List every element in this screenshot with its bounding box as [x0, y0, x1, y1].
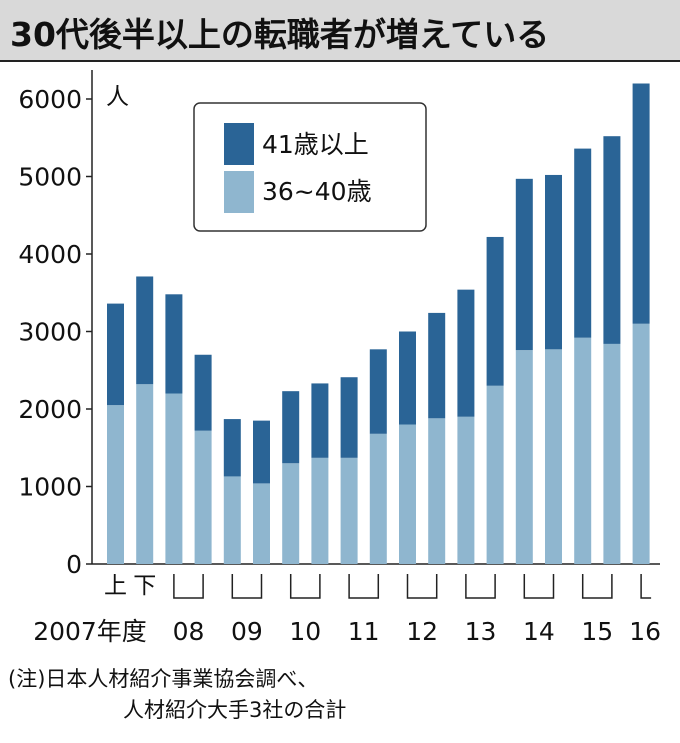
y-tick-label: 6000 [18, 85, 82, 114]
bar-segment-36-40 [574, 337, 592, 564]
year-label: 14 [523, 617, 555, 646]
footnote-line-1: (注)日本人材紹介事業協会調べ、 [8, 667, 319, 691]
chart-title: 30代後半以上の転職者が増えている [10, 15, 550, 54]
footnote-line-2: 人材紹介大手3社の合計 [123, 698, 347, 722]
year-label: 08 [173, 617, 205, 646]
bar-segment-36-40 [545, 349, 562, 564]
bar-segment-41-plus [574, 148, 592, 338]
footnote: (注)日本人材紹介事業協会調べ、 人材紹介大手3社の合計 [8, 664, 346, 726]
year-bracket [231, 574, 263, 599]
bar-segment-41-plus [428, 312, 446, 419]
bar-segment-36-40 [515, 350, 533, 564]
bar-segment-41-plus [457, 289, 475, 417]
bar-segment-36-40 [253, 483, 270, 564]
legend-swatch-36-40 [224, 171, 254, 213]
axes: 0 1000 2000 3000 4000 5000 6000 人 [18, 70, 660, 579]
half-label-second: 下 [133, 573, 156, 599]
year-label: 16 [629, 617, 661, 646]
year-label: 13 [465, 617, 497, 646]
bar-segment-36-40 [282, 463, 300, 564]
bar-segment-36-40 [223, 476, 241, 564]
bar-segment-36-40 [603, 343, 621, 564]
y-tick-label: 3000 [18, 318, 82, 347]
bars [107, 83, 650, 564]
title-bar: 30代後半以上の転職者が増えている [0, 0, 680, 62]
year-bracket [465, 574, 496, 599]
bar-segment-36-40 [165, 393, 183, 564]
bar-segment-41-plus [515, 178, 533, 351]
bar-segment-41-plus [399, 331, 416, 425]
bar-segment-36-40 [340, 457, 358, 564]
bar-segment-41-plus [486, 236, 504, 386]
bar-segment-41-plus [107, 303, 124, 406]
year-bracket [173, 574, 204, 599]
y-axis-unit-label: 人 [106, 84, 129, 110]
year-bracket [640, 574, 652, 599]
bar-segment-41-plus [311, 383, 329, 458]
year-bracket [406, 574, 438, 599]
year-bracket [289, 574, 321, 599]
bar-segment-36-40 [632, 323, 650, 564]
bar-segment-36-40 [369, 433, 387, 564]
y-tick-label: 0 [66, 550, 82, 579]
year-bracket [581, 574, 613, 599]
year-bracket [523, 574, 555, 599]
bar-segment-36-40 [457, 416, 475, 564]
year-label: 12 [406, 617, 438, 646]
year-label: 11 [348, 617, 380, 646]
year-bracket [348, 574, 380, 599]
bar-segment-41-plus [632, 83, 650, 324]
bar-segment-41-plus [253, 420, 270, 484]
bar-segment-36-40 [107, 405, 124, 564]
year-label: 10 [289, 617, 321, 646]
bar-segment-36-40 [486, 385, 504, 564]
plot-area: 0 1000 2000 3000 4000 5000 6000 人 上下 2007年度 08 09 1… [0, 62, 680, 739]
bar-segment-36-40 [428, 418, 446, 564]
year-label: 15 [581, 617, 613, 646]
bar-segment-41-plus [340, 377, 358, 458]
x-axis-labels: 上下 2007年度 08 09 10 11 12 13 14 15 16 [33, 573, 661, 646]
bar-segment-41-plus [136, 276, 154, 385]
bar-segment-36-40 [311, 457, 329, 564]
bar-segment-41-plus [194, 354, 212, 431]
bar-segment-41-plus [165, 294, 183, 394]
bar-segment-41-plus [282, 391, 300, 464]
year-label: 2007年度 [33, 617, 147, 646]
bar-segment-41-plus [369, 349, 387, 434]
y-tick-label: 1000 [18, 473, 82, 502]
y-tick-label: 5000 [18, 163, 82, 192]
bar-chart: 0 1000 2000 3000 4000 5000 6000 人 上下 2007年度 08 09 1… [18, 70, 661, 646]
bar-segment-41-plus [603, 136, 621, 344]
legend-swatch-41-plus [224, 123, 254, 165]
half-label-first: 上 [104, 573, 127, 599]
bar-segment-36-40 [399, 424, 416, 564]
y-tick-label: 4000 [18, 240, 82, 269]
year-label: 09 [231, 617, 263, 646]
legend: 41歳以上 36~40歳 [193, 102, 427, 232]
bar-segment-41-plus [545, 174, 562, 350]
bar-segment-41-plus [223, 419, 241, 477]
legend-label-41-plus: 41歳以上 [262, 130, 369, 159]
bar-segment-36-40 [194, 430, 212, 564]
bar-segment-36-40 [136, 384, 154, 564]
legend-label-36-40: 36~40歳 [262, 177, 372, 206]
y-tick-label: 2000 [18, 395, 82, 424]
